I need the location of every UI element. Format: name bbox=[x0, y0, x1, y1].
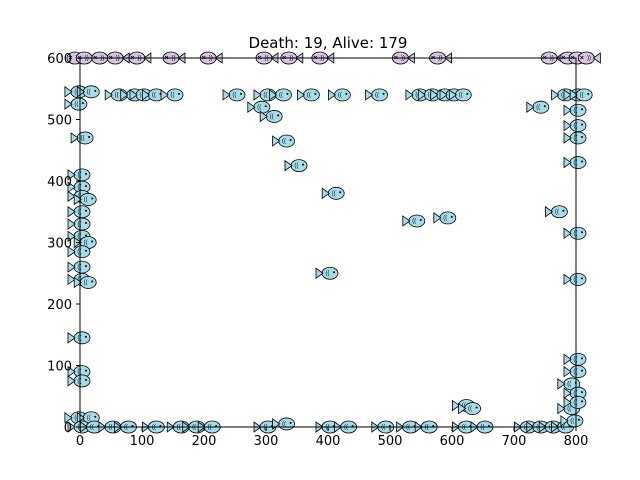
alive-fish-marker bbox=[222, 88, 246, 102]
alive-fish-marker bbox=[563, 395, 587, 409]
alive-fish-marker bbox=[560, 414, 584, 428]
alive-fish-marker bbox=[160, 88, 184, 102]
alive-fish-marker bbox=[563, 352, 587, 366]
alive-fish-marker bbox=[448, 88, 472, 102]
y-tick-label: 500 bbox=[47, 114, 72, 129]
x-tick-label: 600 bbox=[440, 434, 465, 449]
y-tick-label: 600 bbox=[47, 52, 72, 67]
alive-fish-marker bbox=[67, 205, 91, 219]
alive-fish-marker bbox=[402, 214, 426, 228]
x-tick-label: 0 bbox=[76, 434, 84, 449]
y-tick-label: 100 bbox=[47, 360, 72, 375]
alive-fish-marker bbox=[269, 88, 292, 102]
alive-fish-marker bbox=[67, 331, 91, 345]
alive-fish-marker bbox=[259, 110, 283, 123]
alive-fish-marker bbox=[327, 88, 351, 102]
alive-fish-marker bbox=[67, 374, 91, 388]
x-tick-label: 300 bbox=[254, 434, 279, 449]
alive-fish-marker bbox=[67, 365, 91, 379]
alive-fish-marker bbox=[321, 186, 345, 200]
alive-fish-marker bbox=[563, 386, 587, 400]
alive-fish-marker bbox=[67, 245, 91, 259]
alive-fish-marker bbox=[563, 103, 587, 117]
y-axis: 0 100 200 300 400 500 600 bbox=[47, 52, 80, 436]
alive-fish-marker bbox=[563, 365, 587, 379]
x-tick-label: 400 bbox=[316, 434, 341, 449]
alive-fish-marker bbox=[563, 119, 587, 133]
alive-fish-marker bbox=[73, 276, 97, 289]
alive-fish-marker bbox=[563, 131, 587, 145]
alive-fish-marker bbox=[563, 272, 587, 286]
alive-fish-marker bbox=[64, 97, 88, 111]
markers-layer bbox=[64, 51, 601, 434]
x-tick-label: 100 bbox=[130, 434, 155, 449]
alive-fish-marker bbox=[76, 85, 100, 99]
y-tick-label: 300 bbox=[47, 237, 72, 252]
alive-fish-marker bbox=[433, 211, 457, 225]
alive-fish-marker bbox=[73, 193, 97, 206]
x-tick-label: 200 bbox=[192, 434, 217, 449]
dead-fish-marker bbox=[578, 51, 601, 65]
alive-fish-marker bbox=[141, 88, 165, 102]
alive-fish-marker bbox=[315, 266, 339, 280]
alive-fish-marker bbox=[284, 159, 308, 173]
alive-fish-marker bbox=[272, 134, 296, 148]
alive-fish-marker bbox=[545, 205, 568, 219]
alive-fish-marker bbox=[70, 131, 94, 145]
x-tick-label: 800 bbox=[564, 434, 589, 449]
x-tick-label: 700 bbox=[502, 434, 527, 449]
y-tick-label: 0 bbox=[64, 421, 72, 436]
alive-fish-marker bbox=[563, 156, 587, 169]
alive-fish-marker bbox=[458, 402, 482, 415]
alive-fish-marker bbox=[526, 100, 550, 114]
alive-fish-marker bbox=[365, 88, 389, 102]
alive-fish-marker bbox=[67, 260, 91, 274]
x-axis: 0 100 200 300 400 500 600 700 800 bbox=[76, 427, 589, 449]
y-tick-label: 400 bbox=[47, 175, 72, 190]
alive-fish-marker bbox=[67, 168, 91, 182]
alive-fish-marker bbox=[563, 226, 587, 240]
chart-title: Death: 19, Alive: 179 bbox=[249, 34, 408, 52]
x-tick-label: 500 bbox=[378, 434, 403, 449]
alive-fish-marker bbox=[296, 88, 320, 102]
y-tick-label: 200 bbox=[47, 298, 72, 313]
